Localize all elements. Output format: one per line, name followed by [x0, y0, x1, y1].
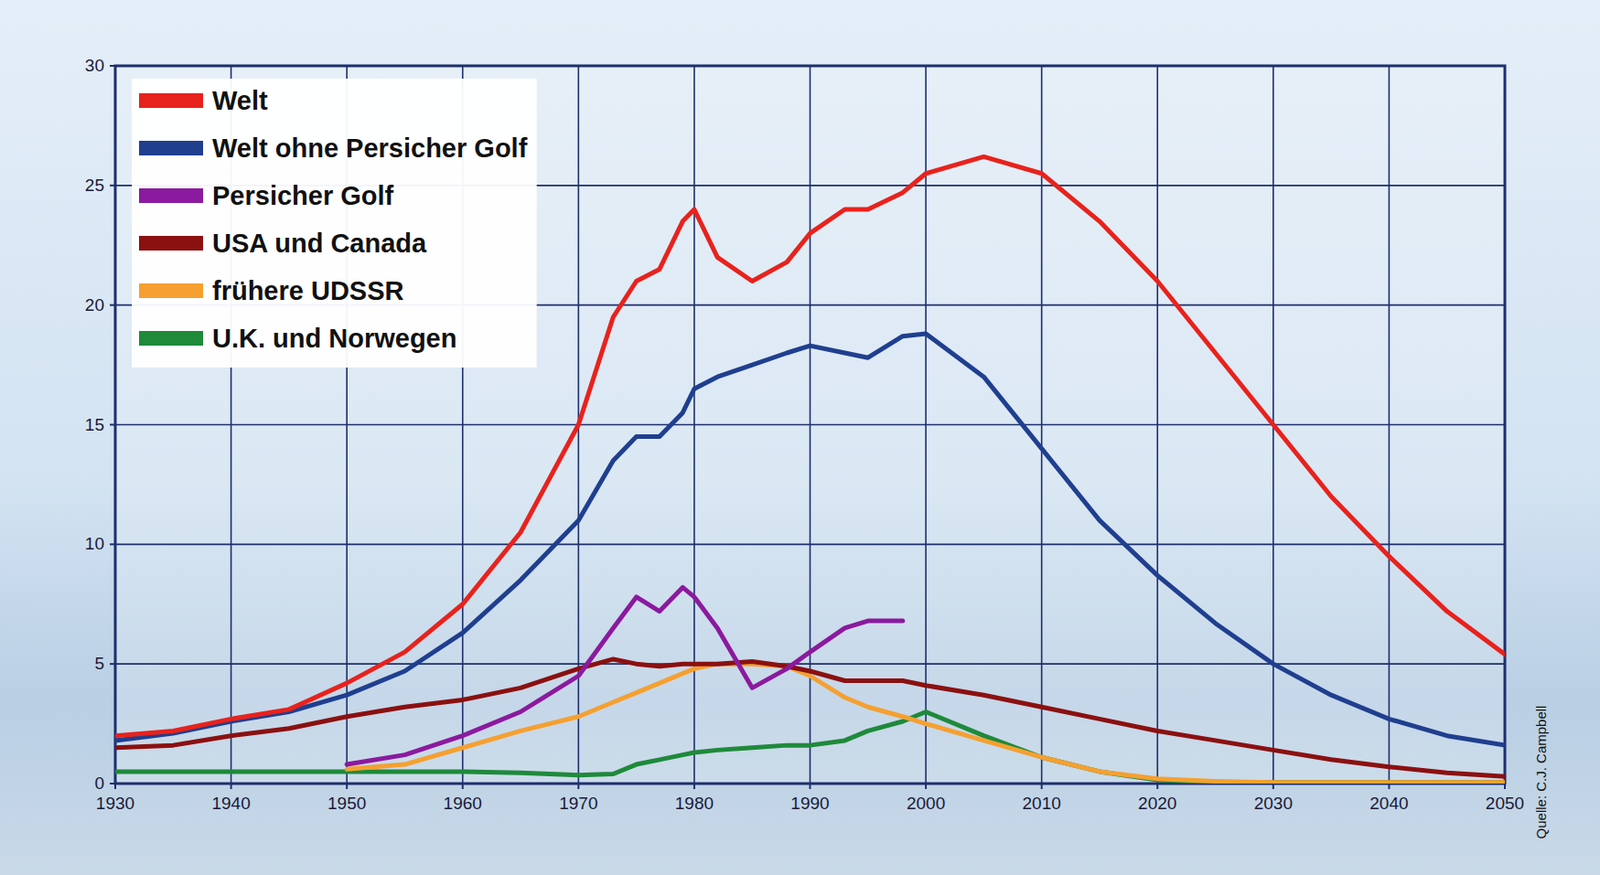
x-tick-label: 2050 [1485, 794, 1525, 814]
series-lines [115, 156, 1505, 783]
legend-box [131, 78, 537, 368]
x-tick-label: 2030 [1254, 794, 1293, 814]
y-tick-label: 15 [85, 415, 105, 435]
grid-line [115, 424, 1505, 427]
x-tick-label: 1990 [790, 794, 829, 814]
x-tick-label: 1970 [558, 794, 598, 814]
grid-line [115, 663, 1505, 666]
x-tick-label: 1960 [443, 794, 483, 814]
y-tick-label: 5 [94, 654, 105, 674]
x-tick-label: 2000 [906, 794, 945, 814]
x-tick [577, 783, 580, 790]
chart: 0 5 10 15 20 25 30 1930 1940 1950 1960 1970 1980 1990… [0, 0, 1600, 875]
x-tick [230, 783, 233, 790]
plot-area [115, 65, 1505, 784]
legend-label: Persicher Golf [212, 181, 395, 211]
y-tick-label: 10 [85, 534, 105, 554]
legend-label: USA und Canada [212, 228, 428, 258]
y-tick-label: 0 [94, 773, 105, 794]
series-line [346, 587, 903, 765]
x-tick [461, 783, 464, 790]
x-tick [1272, 783, 1275, 790]
y-tick [109, 543, 116, 546]
x-tick-label: 2010 [1022, 794, 1062, 814]
legend: Welt Welt ohne Persicher Golf Persicher Go… [131, 78, 537, 368]
x-tick-label: 2040 [1369, 794, 1408, 814]
plot-frame [115, 65, 1505, 784]
x-tick [1503, 783, 1506, 790]
x-tick-label: 1980 [675, 794, 714, 814]
source: Quelle: C.J. Campbell [1533, 706, 1549, 840]
grid-line [115, 544, 1505, 547]
x-tick [809, 783, 812, 790]
y-tick [109, 304, 116, 307]
legend-swatch [139, 140, 204, 156]
legend-label: Welt [212, 85, 269, 116]
x-tick-label: 1950 [327, 794, 366, 814]
y-tick-label: 25 [85, 175, 105, 195]
legend-label: frühere UDSSR [212, 276, 405, 306]
grid [115, 65, 1505, 784]
x-tick [1387, 783, 1390, 790]
y-tick [109, 663, 116, 666]
x-tick [1156, 783, 1159, 790]
x-tick [114, 783, 117, 790]
y-tick [109, 64, 116, 67]
x-tick-label: 1930 [96, 794, 135, 814]
legend-label: Welt ohne Persicher Golf [212, 133, 528, 163]
legend-swatch [139, 93, 204, 108]
legend-label: U.K. und Norwegen [212, 323, 457, 354]
y-tick-label: 20 [85, 295, 105, 315]
series-line [115, 333, 1505, 746]
legend-swatch [139, 283, 204, 299]
x-tick [1041, 783, 1043, 790]
x-tick [924, 783, 927, 790]
legend-swatch [139, 236, 204, 251]
x-tick [693, 783, 696, 790]
x-tick-label: 1940 [211, 794, 250, 814]
y-tick [109, 424, 116, 427]
tick-labels: 0 5 10 15 20 25 30 1930 1940 1950 1960 1970 1980 1990… [85, 55, 1525, 814]
x-tick-label: 2020 [1138, 794, 1177, 814]
legend-swatch [139, 188, 204, 204]
x-tick [345, 783, 348, 790]
y-tick [109, 184, 116, 187]
y-tick-label: 30 [85, 55, 105, 76]
series-line [346, 664, 1505, 784]
series-line [115, 156, 1505, 736]
legend-swatch [139, 331, 204, 346]
